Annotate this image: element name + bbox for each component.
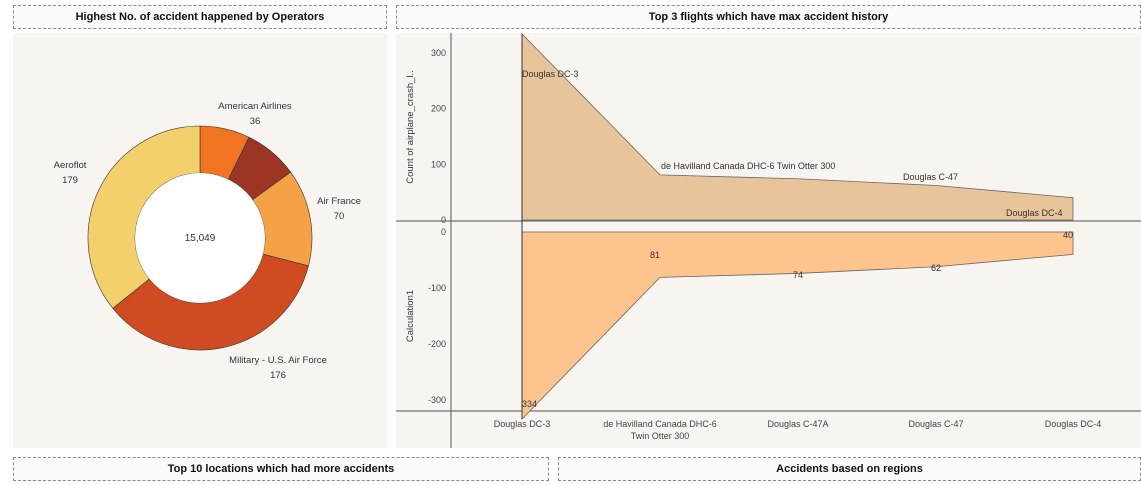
- lower-value-label: 334: [522, 399, 537, 409]
- operators-chart-title: Highest No. of accident happened by Oper…: [13, 5, 387, 29]
- slice-label: Military - U.S. Air Force: [229, 355, 327, 366]
- operators-chart-panel: American Airlines 36 Air France 70 Military …: [13, 33, 387, 448]
- operators-donut-chart: American Airlines 36 Air France 70 Military …: [54, 101, 361, 381]
- locations-chart-title: Top 10 locations which had more accident…: [13, 457, 549, 481]
- y-axis-title: Calculation1: [405, 290, 416, 342]
- y-tick-label: 0: [441, 215, 446, 225]
- slice-label: American Airlines: [218, 101, 292, 112]
- flights-chart-title: Top 3 flights which have max accident hi…: [396, 5, 1141, 29]
- lower-area-series: [521, 231, 1074, 421]
- slice-value-label: 176: [270, 370, 286, 381]
- y-tick-label: -200: [428, 339, 446, 349]
- x-category-label: Douglas DC-3: [494, 419, 551, 429]
- x-category-label: Douglas C-47A: [767, 419, 828, 429]
- x-category-label: Douglas C-47: [908, 419, 963, 429]
- upper-area-series: [521, 32, 1074, 221]
- slice-value-label: 179: [62, 175, 78, 186]
- y-axis-title: Count of airplane_crash_l..: [405, 70, 416, 184]
- lower-value-label: 62: [931, 263, 941, 273]
- y-tick-label: 100: [431, 159, 446, 169]
- upper-mark-label: de Havilland Canada DHC-6 Twin Otter 300: [661, 161, 835, 171]
- donut-center-total: 15,049: [185, 233, 216, 244]
- y-tick-label: -100: [428, 283, 446, 293]
- lower-value-label: 74: [793, 270, 803, 280]
- regions-title-text: Accidents based on regions: [776, 463, 923, 475]
- y-tick-label: -300: [428, 395, 446, 405]
- y-tick-label: 0: [441, 227, 446, 237]
- x-category-label: Douglas DC-4: [1045, 419, 1102, 429]
- slice-value-label: 70: [334, 211, 345, 222]
- slice-value-label: 36: [250, 116, 261, 127]
- flights-area-chart: 0 100 200 300 0 -100 -200 -300 Count of airplane…: [396, 32, 1141, 448]
- flights-title-text: Top 3 flights which have max accident hi…: [648, 11, 889, 23]
- lower-value-label: 81: [650, 250, 660, 260]
- y-tick-label: 200: [431, 104, 446, 114]
- upper-mark-label: Douglas C-47: [903, 172, 958, 182]
- x-category-label: de Havilland Canada DHC-6: [603, 419, 717, 429]
- donut-hole: [135, 173, 265, 303]
- lower-value-label: 40: [1063, 230, 1073, 240]
- slice-label: Aeroflot: [54, 160, 87, 171]
- upper-mark-label: Douglas DC-3: [522, 69, 579, 79]
- x-category-label: Twin Otter 300: [631, 431, 690, 441]
- slice-label: Air France: [317, 196, 361, 207]
- flights-chart-panel: 0 100 200 300 0 -100 -200 -300 Count of airplane…: [396, 32, 1141, 448]
- upper-mark-label: Douglas DC-4: [1006, 208, 1063, 218]
- regions-chart-title: Accidents based on regions: [558, 457, 1141, 481]
- locations-title-text: Top 10 locations which had more accident…: [167, 463, 395, 475]
- operators-title-text: Highest No. of accident happened by Oper…: [75, 11, 325, 23]
- y-tick-label: 300: [431, 48, 446, 58]
